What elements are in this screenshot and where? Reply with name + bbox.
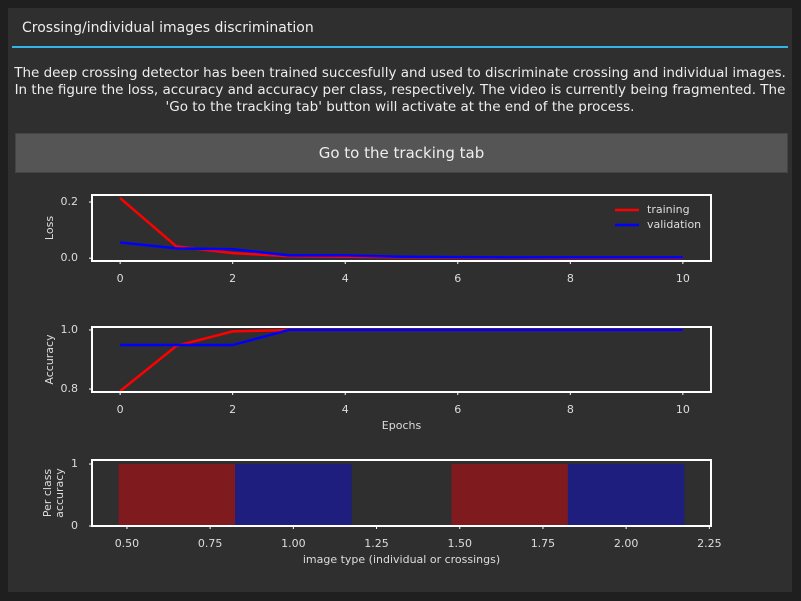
legend-label: validation — [647, 218, 701, 231]
x-tick-label: 1.00 — [281, 537, 306, 550]
x-tick-label: 2 — [229, 403, 236, 416]
axes-frame — [91, 326, 712, 393]
bar — [451, 464, 568, 526]
x-axis-label: image type (individual or crossings) — [303, 553, 500, 566]
x-tick-label: 2.00 — [614, 537, 639, 550]
tracking-button[interactable]: Go to the tracking tab — [15, 133, 788, 173]
bar — [235, 464, 352, 526]
y-tick-label: 0 — [71, 519, 78, 532]
y-axis-label: Per class — [41, 469, 54, 518]
x-tick-label: 10 — [676, 272, 690, 285]
x-tick-label: 2 — [229, 272, 236, 285]
x-tick-label: 1.50 — [447, 537, 472, 550]
data-line — [120, 241, 683, 259]
axes-frame — [91, 459, 712, 527]
plot-area — [92, 327, 711, 392]
y-axis-label: accuracy — [53, 468, 66, 518]
x-axis-label: Epochs — [382, 419, 422, 432]
x-tick-label: 0.75 — [198, 537, 223, 550]
x-tick-label: 1.75 — [531, 537, 556, 550]
y-tick-label: 1 — [71, 457, 78, 470]
x-tick-label: 8 — [567, 403, 574, 416]
x-tick-label: 0 — [117, 272, 124, 285]
x-tick-label: 4 — [342, 272, 349, 285]
y-tick-label: 1.0 — [61, 323, 79, 336]
dialog-title: Crossing/individual images discriminatio… — [22, 20, 314, 36]
plot-area — [92, 195, 711, 261]
y-axis-label: Accuracy — [43, 334, 56, 385]
y-tick-label: 0.8 — [61, 382, 79, 395]
x-tick-label: 4 — [342, 403, 349, 416]
x-tick-label: 2.25 — [697, 537, 722, 550]
x-tick-label: 6 — [454, 272, 461, 285]
legend-label: training — [647, 203, 690, 216]
bar — [567, 464, 685, 526]
x-tick-label: 10 — [676, 403, 690, 416]
x-tick-label: 0.50 — [115, 537, 140, 550]
dialog-message: The deep crossing detector has been trai… — [14, 65, 786, 115]
x-tick-label: 6 — [454, 403, 461, 416]
x-tick-label: 0 — [117, 403, 124, 416]
y-tick-label: 0.0 — [61, 251, 79, 264]
y-axis-label: Loss — [43, 216, 56, 240]
axes-frame — [91, 194, 712, 262]
title-rule — [12, 46, 788, 48]
y-tick-label: 0.2 — [61, 195, 79, 208]
x-tick-label: 8 — [567, 272, 574, 285]
bar — [118, 464, 236, 526]
data-line — [120, 328, 683, 347]
x-tick-label: 1.25 — [364, 537, 389, 550]
